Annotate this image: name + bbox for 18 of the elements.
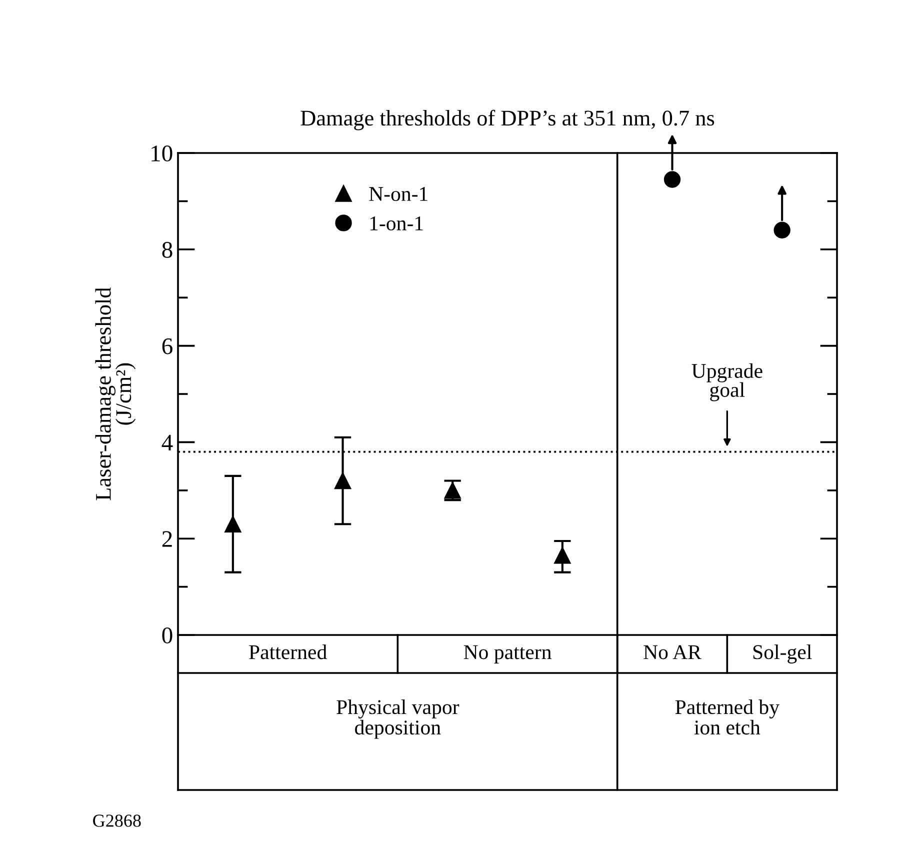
y-tick-label: 6	[162, 338, 172, 354]
legend-label: N-on-1	[369, 187, 428, 201]
text: G2868	[93, 814, 141, 827]
y-tick-label: 2	[162, 531, 172, 547]
text: Patterned by ion etch	[675, 700, 780, 735]
y-tick-label: 0	[162, 627, 172, 644]
chart-title: Damage thresholds of DPP’s at 351 nm, 0.7 ns	[300, 110, 714, 130]
y-tick-label: 4	[162, 434, 173, 450]
y-tick-label: 8	[162, 242, 172, 258]
text: Physical vapor deposition	[336, 700, 460, 739]
legend-label: 1-on-1	[370, 216, 423, 230]
ref-line-label: Upgrade goal	[692, 363, 762, 402]
text: Sol-gel	[753, 644, 812, 664]
y-axis-title: Laser-damage threshold (J/cm²)	[95, 287, 136, 500]
y-tick-label: 10	[152, 145, 172, 162]
text: Patterned	[249, 644, 327, 660]
text: No pattern	[464, 645, 552, 664]
text: No AR	[644, 645, 702, 660]
